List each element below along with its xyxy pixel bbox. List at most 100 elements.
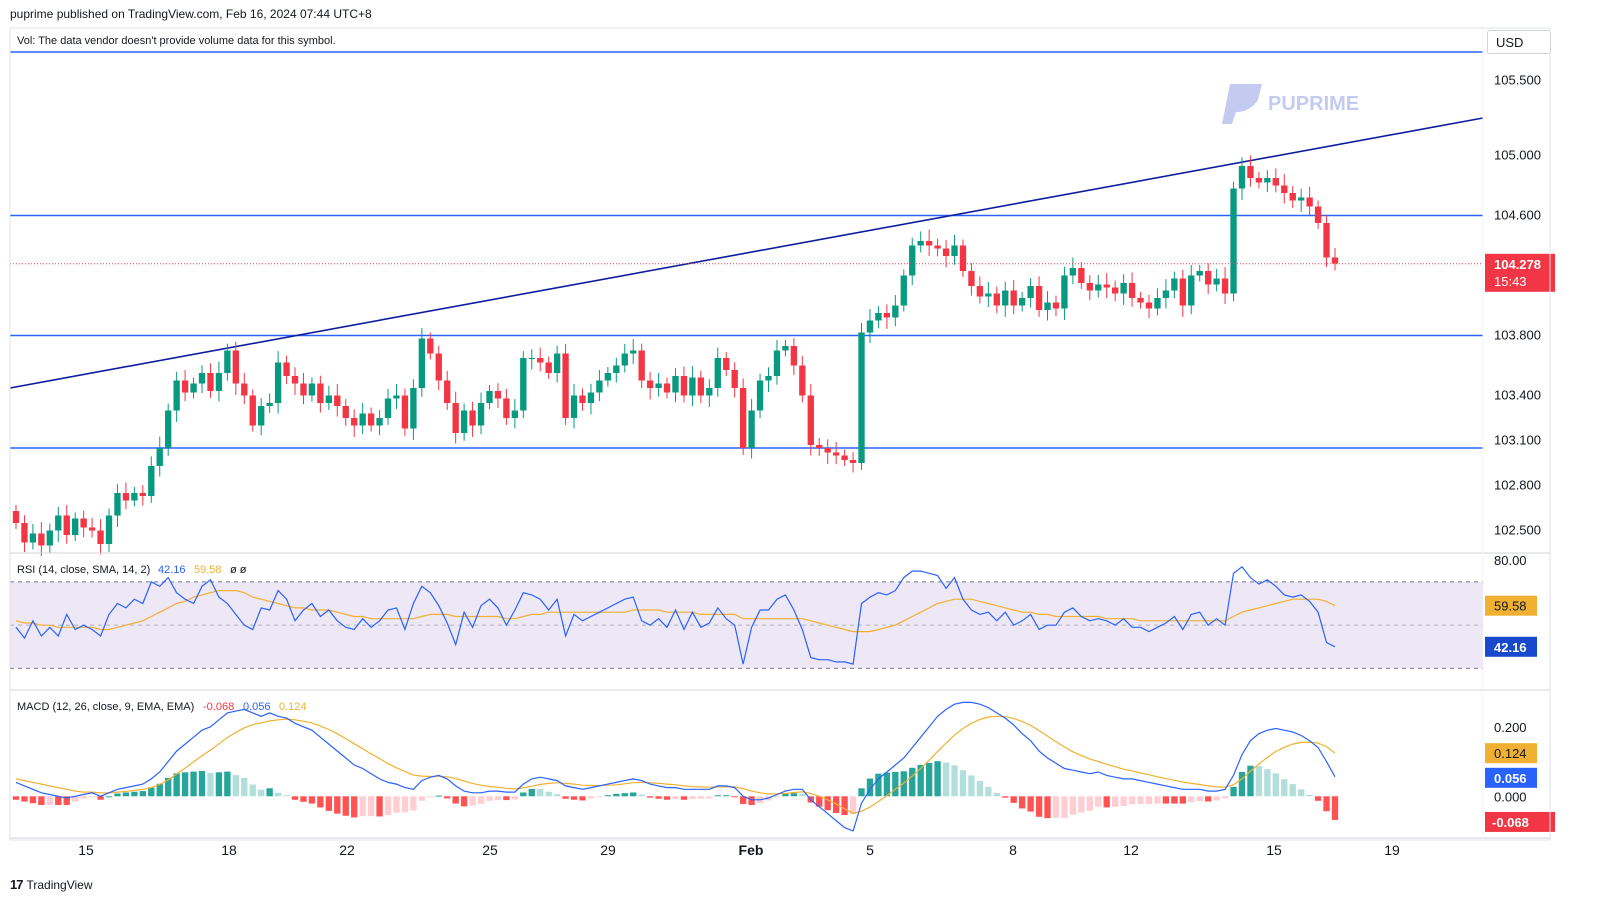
macd-histogram-bar xyxy=(638,794,645,797)
candle-body xyxy=(1120,283,1127,294)
candle-body xyxy=(739,388,747,448)
candle-body xyxy=(689,377,696,396)
candle-body xyxy=(1247,166,1254,178)
candle xyxy=(553,345,561,383)
candle xyxy=(55,506,62,542)
tradingview-logo-icon: 17 xyxy=(10,877,24,892)
candle-body xyxy=(545,362,552,373)
macd-histogram-bar xyxy=(342,796,349,816)
candle xyxy=(858,322,865,470)
candle xyxy=(613,357,620,383)
macd-histogram-bar xyxy=(968,775,975,797)
candle-body xyxy=(1010,290,1017,306)
candle-body xyxy=(486,391,493,403)
candle xyxy=(537,347,544,372)
candle xyxy=(317,375,324,413)
macd-histogram-bar xyxy=(1306,794,1313,797)
rsi-pane: RSI (14, close, SMA, 14, 2) 42.16 59.58 ø ø… xyxy=(10,553,1537,669)
candle-body xyxy=(1111,287,1119,294)
candle-body xyxy=(537,358,544,363)
macd-title: MACD (12, 26, close, 9, EMA, EMA) xyxy=(17,701,194,713)
publish-credit: puprime published on TradingView.com, Fe… xyxy=(10,7,372,21)
candle-body xyxy=(773,350,781,376)
last-price-countdown: 15:43 xyxy=(1494,274,1527,289)
macd-histogram-bar xyxy=(80,796,87,799)
candle-body xyxy=(1086,283,1093,291)
candle xyxy=(80,510,87,538)
candle-body xyxy=(55,515,62,531)
rsi-ma-tag xyxy=(1485,595,1537,616)
candle-body xyxy=(680,376,688,396)
candle xyxy=(410,379,417,440)
macd-pane: MACD (12, 26, close, 9, EMA, EMA) -0.068 0… xyxy=(12,701,1555,832)
candle xyxy=(714,347,721,397)
candle xyxy=(976,276,984,304)
macd-histogram-bar xyxy=(951,765,958,797)
candle xyxy=(604,367,612,387)
candle xyxy=(173,371,180,422)
macd-histogram-bar xyxy=(376,796,383,817)
candle xyxy=(968,263,975,296)
candle xyxy=(139,485,146,506)
rsi-line xyxy=(15,565,1336,665)
macd-histogram-bar xyxy=(181,772,189,797)
candle xyxy=(1205,263,1212,295)
candle-body xyxy=(21,523,28,543)
candle xyxy=(1179,269,1186,317)
candle xyxy=(993,286,1000,314)
macd-histogram-bar xyxy=(1145,796,1153,804)
candle-body xyxy=(596,380,603,393)
price-tick-label: 102.500 xyxy=(1494,523,1541,538)
macd-histogram-bar xyxy=(418,796,426,801)
candle xyxy=(731,362,738,398)
footer-brand[interactable]: 17 TradingView xyxy=(10,877,93,892)
candle xyxy=(756,373,764,419)
candle xyxy=(334,384,341,417)
macd-histogram-bar xyxy=(1111,796,1119,807)
macd-histogram-bar xyxy=(824,796,831,811)
candle-body xyxy=(909,245,916,276)
candle-body xyxy=(849,460,857,463)
macd-histogram-bar xyxy=(1027,796,1034,812)
candle-body xyxy=(198,373,206,384)
candle xyxy=(367,407,375,432)
macd-histogram-bar xyxy=(1061,796,1068,818)
macd-signal-tag-text: 0.124 xyxy=(1494,746,1527,761)
candle-body xyxy=(88,527,96,531)
puprime-watermark: PUPRIME xyxy=(1222,84,1359,124)
rsi-ma-value: 59.58 xyxy=(194,564,222,576)
candle-body xyxy=(1078,268,1085,283)
macd-histogram-bar xyxy=(655,796,662,799)
candle-body xyxy=(393,395,400,399)
footer-brand-text: TradingView xyxy=(26,877,93,892)
candle xyxy=(587,383,595,415)
candle xyxy=(97,519,104,555)
macd-histogram-bar xyxy=(748,796,755,805)
candle-body xyxy=(697,377,705,396)
candle xyxy=(917,231,924,253)
macd-signal-line xyxy=(15,715,1336,814)
candle xyxy=(892,295,899,327)
trend-line xyxy=(9,117,1484,389)
candle xyxy=(1213,268,1220,292)
candle xyxy=(325,385,333,410)
candle-body xyxy=(122,493,130,501)
currency-selector[interactable]: USD xyxy=(1487,30,1551,54)
candle-body xyxy=(579,395,586,403)
macd-histogram-bar xyxy=(46,796,53,805)
time-tick-label: Feb xyxy=(739,842,764,858)
macd-histogram-bar xyxy=(537,788,544,797)
macd-histogram-bar xyxy=(1179,796,1186,804)
candle xyxy=(88,517,96,538)
macd-histogram-bar xyxy=(1078,796,1085,813)
macd-histogram-bar xyxy=(97,796,104,800)
candle xyxy=(1162,279,1170,309)
candle xyxy=(663,377,671,399)
candle-body xyxy=(1052,302,1060,309)
candle-body xyxy=(1281,185,1288,193)
candle-body xyxy=(959,245,967,271)
candle xyxy=(494,383,502,409)
macd-histogram-bar xyxy=(249,784,256,797)
macd-signal-tag xyxy=(1485,743,1537,764)
